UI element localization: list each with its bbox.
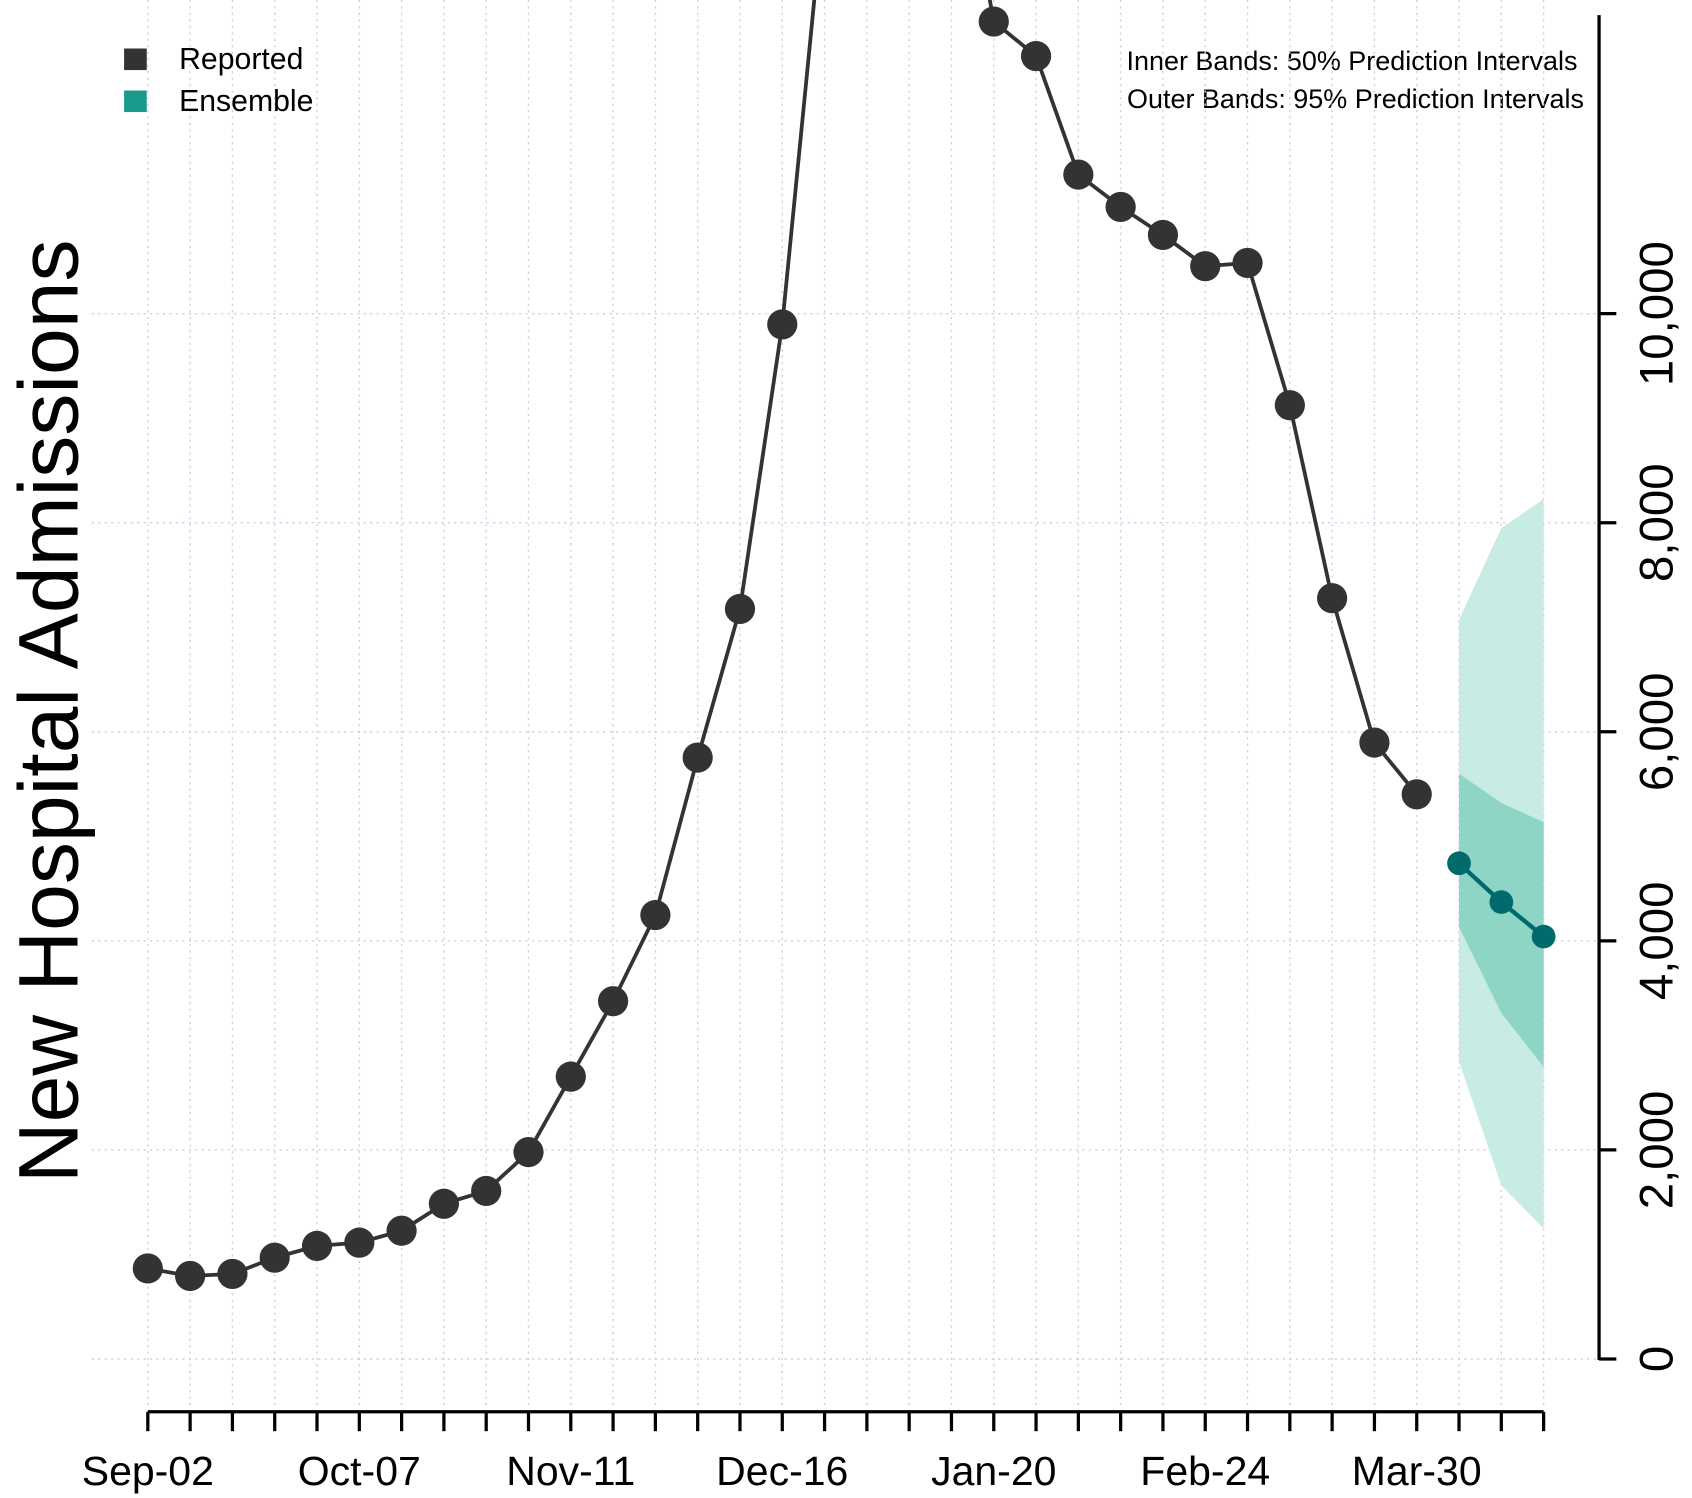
data-point	[978, 6, 1009, 37]
data-point	[1401, 779, 1432, 810]
inner-band	[1459, 773, 1544, 1067]
y-tick-label: 6,000	[1630, 672, 1683, 791]
legend-swatch	[124, 90, 147, 113]
data-point	[1359, 727, 1390, 758]
data-point	[1447, 851, 1471, 876]
data-point	[428, 1188, 460, 1219]
data-point	[767, 309, 798, 340]
x-tick-label: Oct-07	[298, 1448, 421, 1494]
data-point	[1531, 924, 1556, 949]
x-tick-label: Mar-30	[1352, 1448, 1482, 1494]
y-tick-label: 2,000	[1630, 1091, 1683, 1210]
data-point	[640, 899, 671, 931]
data-point	[386, 1215, 417, 1246]
series-line	[147, 0, 1419, 1278]
data-point	[217, 1258, 248, 1289]
legend-label: Reported	[179, 43, 303, 76]
data-point	[471, 1175, 502, 1206]
x-tick-label: Dec-16	[716, 1448, 848, 1494]
data-point	[555, 1061, 586, 1092]
data-point	[1317, 583, 1348, 614]
y-tick-label: 0	[1630, 1346, 1683, 1372]
data-point	[1105, 191, 1136, 222]
data-point	[1489, 890, 1514, 914]
data-point	[259, 1242, 290, 1273]
data-point	[1274, 390, 1305, 421]
annotation: Inner Bands: 50% Prediction Intervals	[1127, 46, 1578, 76]
data-point	[1020, 40, 1052, 72]
legend-label: Ensemble	[179, 85, 313, 118]
data-point	[301, 1230, 333, 1261]
y-tick-label: 10,000	[1630, 241, 1683, 386]
x-tick-label: Nov-11	[506, 1448, 635, 1494]
data-point	[724, 593, 756, 625]
legend-swatch	[124, 48, 147, 71]
annotation: Outer Bands: 95% Prediction Intervals	[1127, 84, 1584, 114]
y-axis-title: New Hospital Admissions	[2, 239, 96, 1183]
data-point	[1063, 159, 1094, 190]
data-point	[1190, 251, 1221, 282]
x-tick-label: Jan-20	[931, 1448, 1056, 1494]
y-tick-label: 8,000	[1630, 463, 1683, 582]
data-point	[344, 1227, 375, 1258]
data-point	[1232, 247, 1263, 279]
data-point	[597, 986, 629, 1017]
data-point	[175, 1260, 206, 1292]
data-point	[1147, 219, 1179, 251]
data-point	[132, 1253, 163, 1284]
data-point	[682, 742, 713, 773]
x-tick-label: Sep-02	[82, 1448, 214, 1494]
x-tick-label: Feb-24	[1140, 1448, 1270, 1494]
data-point	[513, 1137, 544, 1168]
y-tick-label: 4,000	[1630, 882, 1683, 1001]
